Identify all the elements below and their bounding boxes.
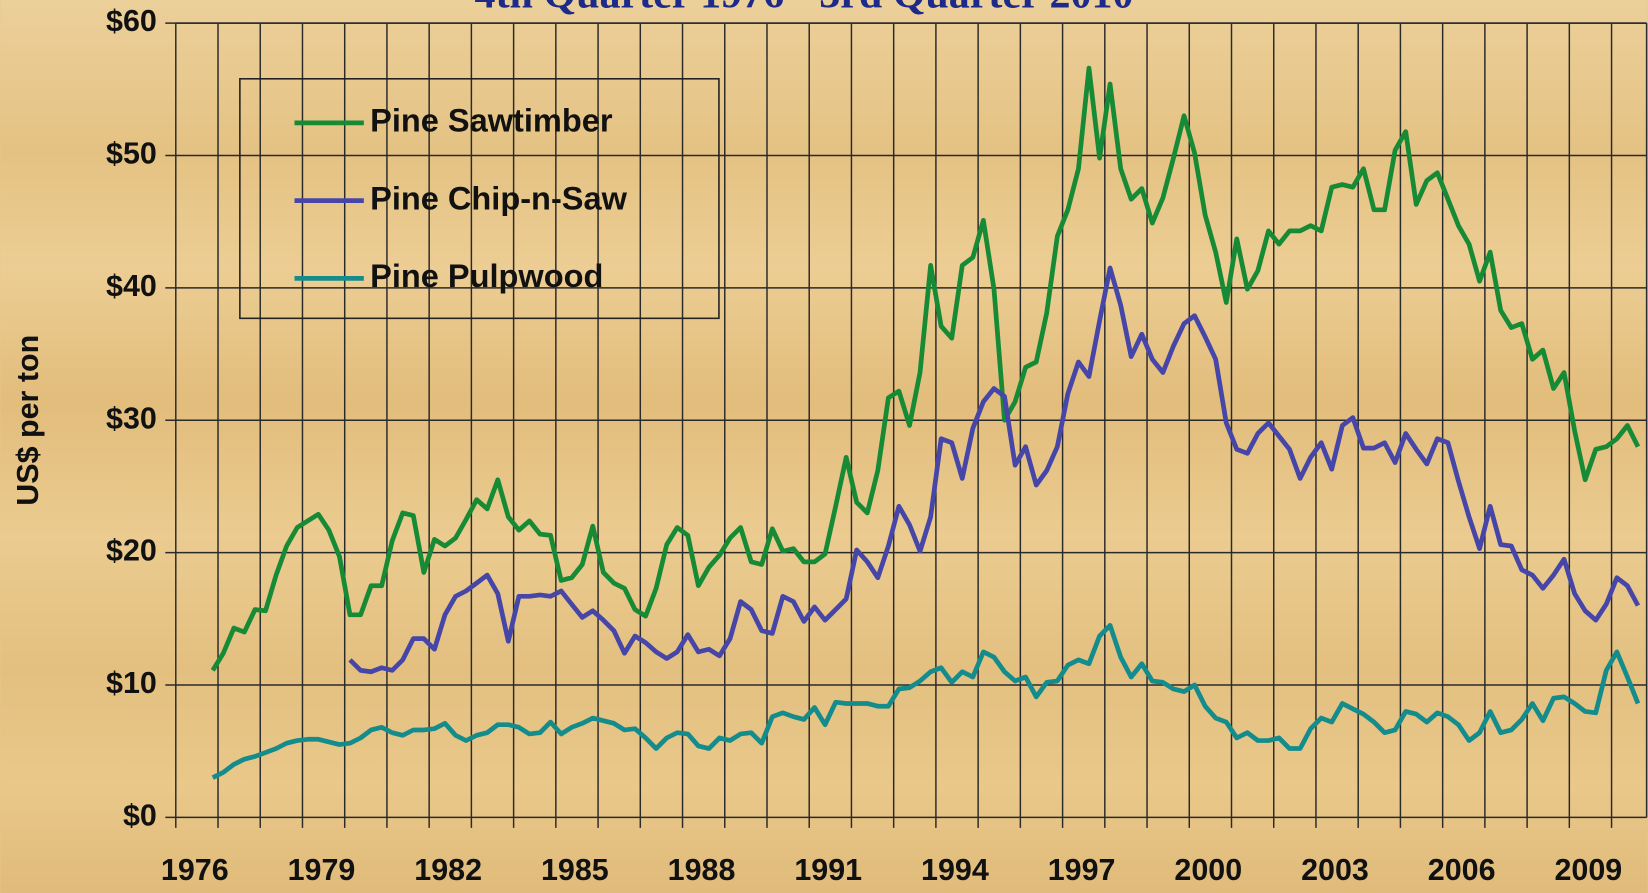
series-line — [210, 65, 1641, 672]
y-axis-label: US$ per ton — [11, 335, 45, 506]
y-tick-label: $0 — [123, 798, 157, 832]
legend: Pine Sawtimber Pine Chip-n-Saw Pine Pulpwo… — [239, 78, 720, 320]
chart-title: 4th Quarter 1976 - 3rd Quarter 2010 — [475, 0, 1134, 18]
x-tick-label: 1976 — [161, 853, 229, 887]
x-tick-label: 1991 — [794, 853, 862, 887]
x-tick-label: 1997 — [1048, 853, 1116, 887]
x-tick-label: 1988 — [668, 853, 736, 887]
lines — [210, 65, 1641, 780]
series-line — [348, 265, 1641, 675]
legend-box — [239, 78, 720, 320]
grid: $0 $10 $20 $30 $40 $50 $60 1976 1979 1982 1985 1988… — [106, 4, 1648, 887]
x-tick-label: 2009 — [1554, 853, 1622, 887]
legend-label: Pine Sawtimber — [370, 103, 613, 139]
y-tick-label: $30 — [106, 401, 157, 435]
x-tick-label: 1982 — [414, 853, 482, 887]
y-tick-label: $50 — [106, 137, 157, 171]
x-tick-label: 2003 — [1301, 853, 1369, 887]
y-tick-label: $20 — [106, 534, 157, 568]
x-tick-label: 1979 — [288, 853, 356, 887]
series-line — [211, 623, 1641, 780]
legend-label: Pine Chip-n-Saw — [370, 180, 627, 216]
legend-label: Pine Pulpwood — [370, 258, 603, 294]
y-tick-label: $40 — [106, 269, 157, 303]
x-tick-label: 1985 — [541, 853, 609, 887]
x-tick-label: 2000 — [1174, 853, 1242, 887]
y-tick-label: $60 — [106, 4, 157, 38]
x-tick-label: 2006 — [1428, 853, 1496, 887]
x-tick-label: 1994 — [921, 853, 989, 887]
y-tick-label: $10 — [106, 666, 157, 700]
